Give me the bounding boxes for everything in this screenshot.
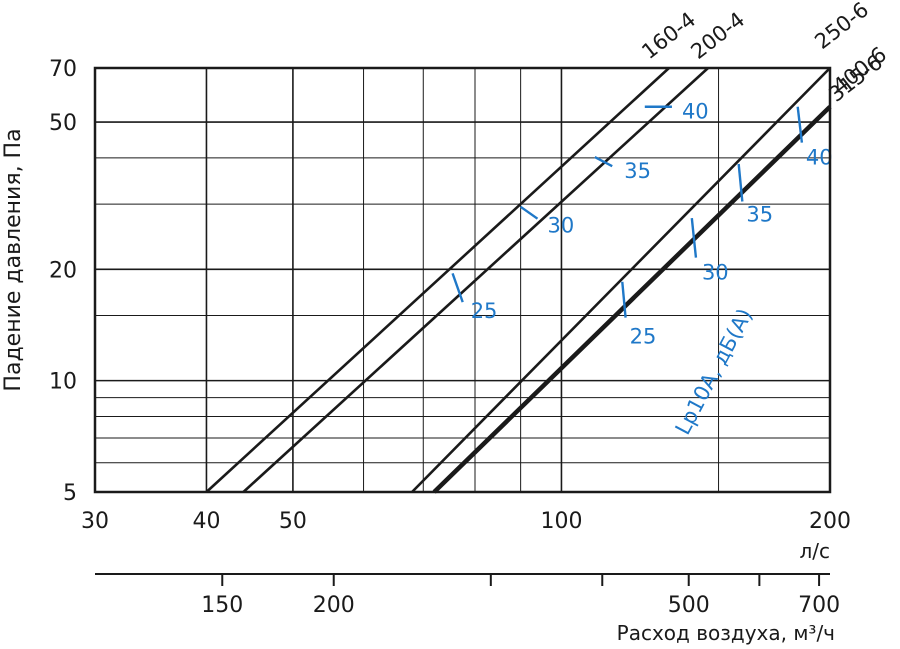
tick-labels: 30 40 50 100 200 5 10 20 50 70	[49, 57, 851, 534]
x-tick-label: 50	[279, 509, 307, 534]
y-axis-label: Падение давления, Па	[1, 128, 26, 391]
iso-mark-label: 30	[702, 261, 729, 285]
sound-level-marks: 25 30 35 40 25 30 35 40	[451, 100, 833, 349]
plot-frame	[93, 66, 832, 494]
iso-mark-30	[519, 205, 539, 220]
x-unit-label: л/с	[799, 539, 830, 563]
iso-mark-label: 40	[682, 100, 709, 124]
series-label-200-4: 200-4	[686, 7, 749, 63]
x-tick-label: 100	[540, 509, 582, 534]
secondary-x-axis-label: Расход воздуха, м³/ч	[617, 621, 835, 645]
series-label-160-4: 160-4	[637, 7, 700, 63]
y-tick-label: 70	[49, 57, 77, 82]
secondary-x-tick-label: 500	[668, 593, 710, 618]
secondary-x-tick-label: 200	[313, 593, 355, 618]
y-tick-label: 5	[63, 481, 77, 506]
y-tick-label: 10	[49, 370, 77, 395]
series-line-250-6	[411, 67, 831, 493]
secondary-x-tick-label: 150	[201, 593, 243, 618]
iso-mark-label: 25	[471, 299, 498, 323]
x-tick-label: 200	[809, 509, 851, 534]
iso-mark-35	[737, 163, 744, 202]
x-tick-label: 40	[192, 509, 220, 534]
iso-mark-label: 30	[547, 214, 574, 238]
secondary-x-tick-label: 700	[798, 593, 840, 618]
series-layer	[205, 67, 832, 494]
sound-level-label: Lp10A, дБ(А)	[671, 305, 758, 439]
y-tick-label: 20	[49, 258, 77, 283]
iso-mark-label: 35	[746, 202, 773, 226]
series-line-400-6	[432, 105, 832, 494]
series-label-250-6: 250-6	[810, 0, 873, 54]
secondary-x-ticks: 150 200 500 700	[201, 574, 840, 618]
series-line-200-4	[242, 67, 709, 493]
y-tick-label: 50	[49, 111, 77, 136]
iso-mark-label: 40	[806, 146, 833, 170]
iso-mark-label: 25	[630, 325, 657, 349]
iso-mark-40	[796, 106, 804, 143]
iso-mark-25	[451, 272, 464, 303]
iso-mark-35	[594, 156, 613, 168]
iso-mark-25	[621, 281, 627, 318]
series-line-160-4	[205, 67, 670, 493]
iso-mark-label: 35	[624, 159, 651, 183]
iso-mark-30	[690, 217, 698, 258]
x-tick-label: 30	[81, 509, 109, 534]
